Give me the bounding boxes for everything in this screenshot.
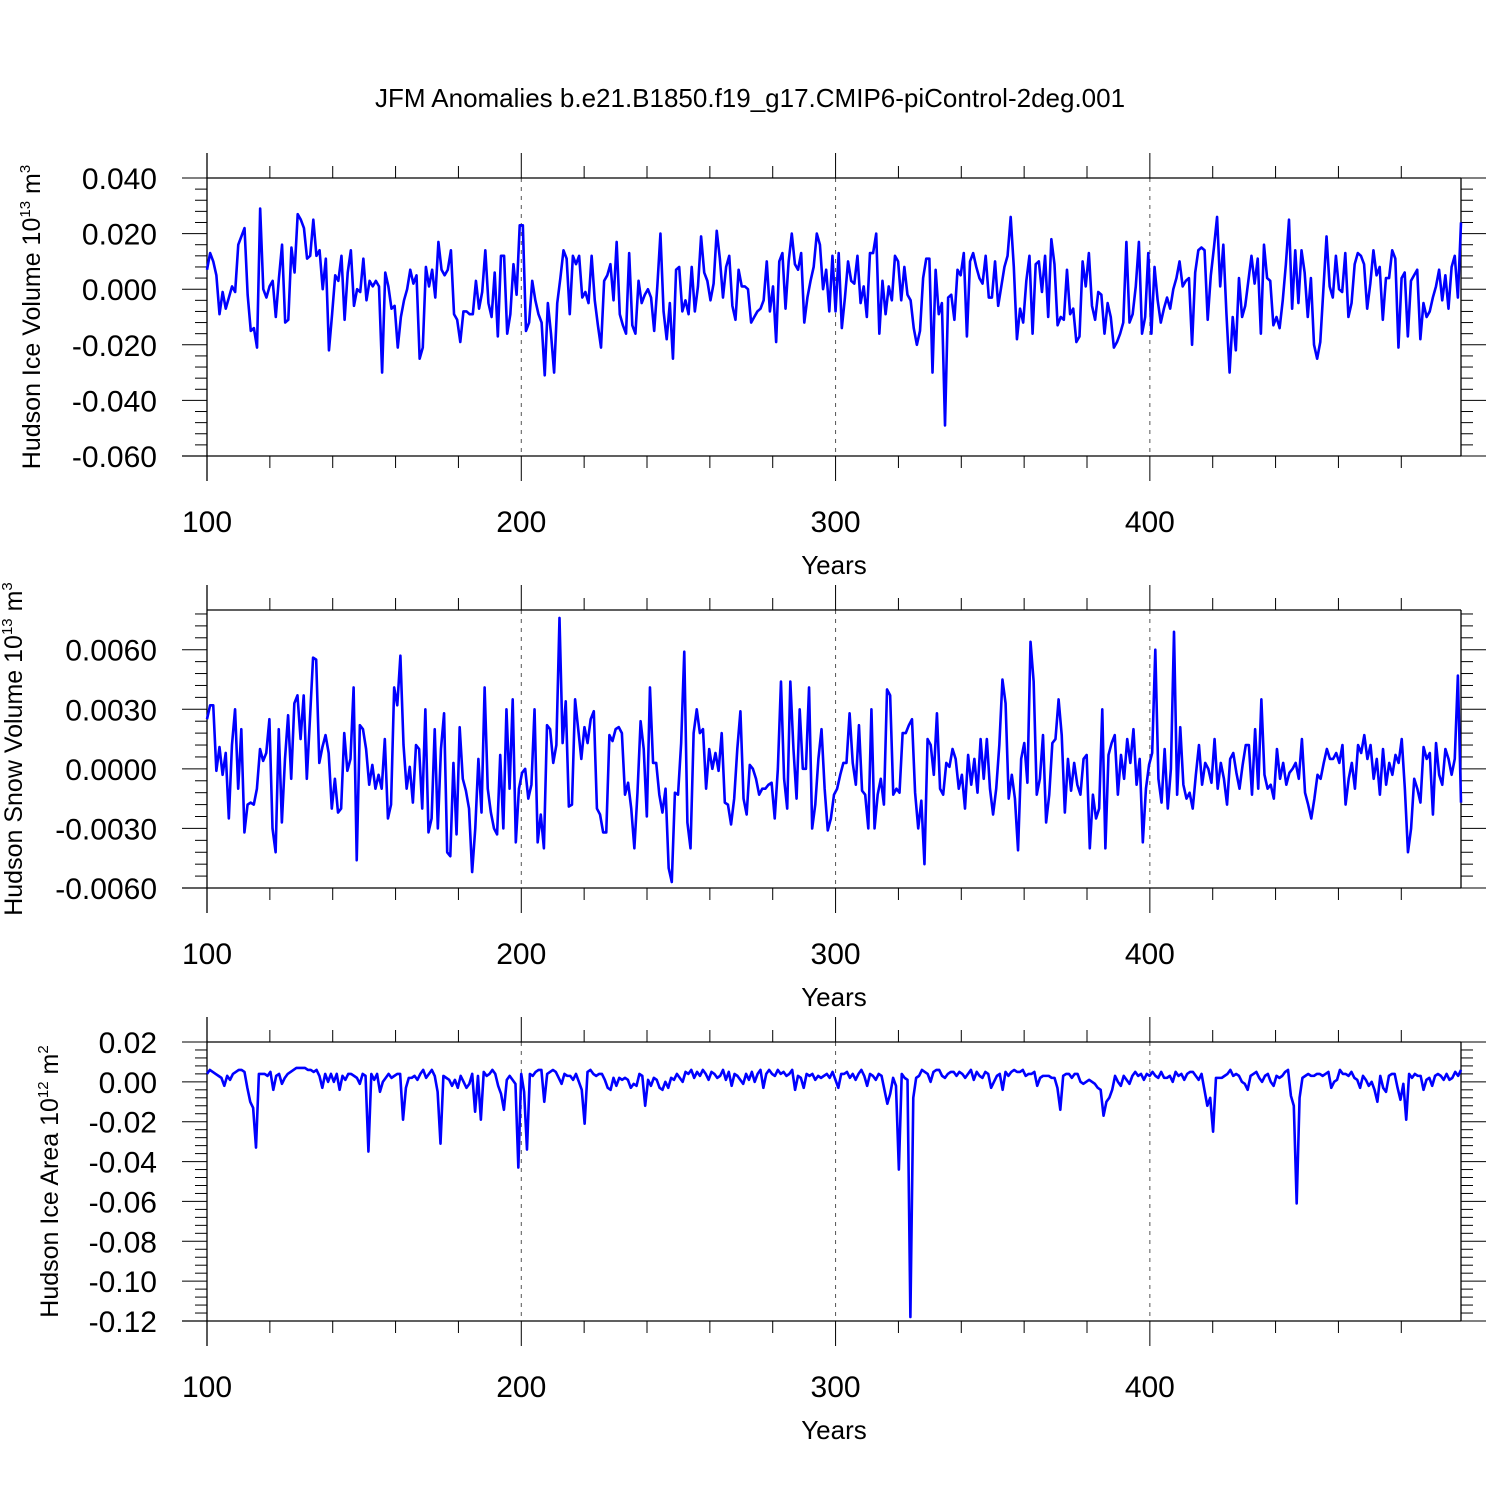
x-tick-label: 200 [496,1371,546,1404]
x-tick-label: 300 [811,1371,861,1404]
panel-1: -0.060 -0.040 -0.020 0.000 0.020 0.040 100 200 3… [17,153,1486,580]
x-axis-title: Years [801,982,867,1012]
y-tick-label: -0.08 [89,1226,157,1259]
y-tick-label: -0.0030 [55,813,157,846]
x-tick-label: 100 [182,938,232,971]
x-tick-label: 400 [1125,1371,1175,1404]
y-tick-label: -0.060 [72,441,157,474]
y-tick-label: -0.04 [89,1147,157,1180]
series-line [205,616,1463,884]
y-tick-label: -0.10 [89,1266,157,1299]
y-tick-label: -0.040 [72,385,157,418]
x-axis-title: Years [801,1415,867,1445]
x-tick-label: 400 [1125,938,1175,971]
y-tick-label: -0.06 [89,1186,157,1219]
x-tick-label: 400 [1125,506,1175,539]
y-tick-label: -0.020 [72,330,157,363]
y-tick-label: 0.02 [99,1027,157,1060]
y-axis-title: Hudson Ice Area 1012 m2 [35,1045,64,1317]
x-tick-label: 100 [182,1371,232,1404]
panel-3: -0.12 -0.10 -0.08 -0.06 -0.04 -0.02 0.00 0.02 10… [35,1017,1486,1445]
x-tick-label: 300 [811,506,861,539]
panel-2: -0.0060 -0.0030 0.0000 0.0030 0.0060 100 200 30… [0,582,1486,1012]
y-tick-label: 0.0000 [65,754,157,787]
x-tick-label: 200 [496,506,546,539]
y-tick-label: 0.0030 [65,694,157,727]
series-line [205,207,1463,427]
y-tick-label: 0.00 [99,1067,157,1100]
y-axis-title: Hudson Ice Volume 1013 m3 [17,165,46,469]
y-tick-label: 0.040 [82,163,157,196]
y-tick-label: -0.02 [89,1107,157,1140]
y-tick-label: 0.0060 [65,635,157,668]
figure-title: JFM Anomalies b.e21.B1850.f19_g17.CMIP6-… [375,83,1125,113]
y-tick-label: -0.12 [89,1306,157,1339]
y-tick-label: 0.000 [82,274,157,307]
x-tick-label: 200 [496,938,546,971]
x-tick-label: 100 [182,506,232,539]
x-axis-title: Years [801,550,867,580]
y-axis-title: Hudson Snow Volume 1013 m3 [0,582,28,916]
y-tick-label: -0.0060 [55,873,157,906]
series-line [205,1066,1463,1319]
y-tick-label: 0.020 [82,219,157,252]
x-tick-label: 300 [811,938,861,971]
